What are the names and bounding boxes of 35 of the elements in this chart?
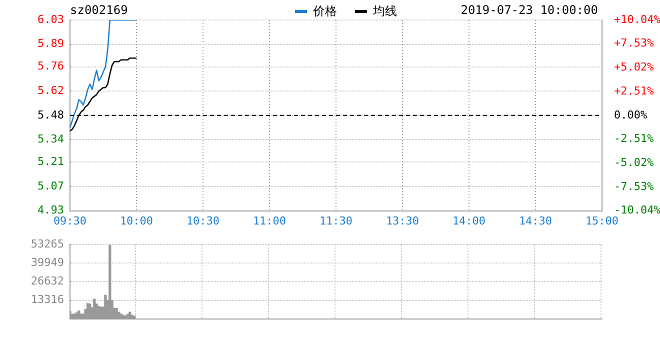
x-tick-label: 11:30 — [319, 214, 353, 228]
y2-tick-label: -7.53% — [614, 180, 654, 193]
y2-tick-label: -10.04% — [614, 204, 660, 217]
y2-tick-label: +2.51% — [614, 84, 654, 98]
x-tick-label: 10:00 — [120, 214, 154, 228]
y2-tick-label: +7.53% — [614, 36, 654, 50]
chart-title: sz002169 — [70, 3, 128, 17]
y-tick-label: 6.03 — [38, 12, 64, 26]
y2-tick-label: 0.00% — [614, 108, 648, 122]
y2-tick-label: -2.51% — [614, 132, 654, 146]
y-tick-label: 5.62 — [38, 84, 64, 97]
y-tick-label: 5.76 — [38, 60, 64, 73]
y2-tick-label: +5.02% — [614, 60, 654, 74]
x-tick-label: 13:30 — [386, 214, 420, 228]
y-tick-label: 26632 — [30, 274, 64, 288]
y-tick-label: 5.21 — [38, 155, 64, 168]
x-tick-label: 14:30 — [518, 214, 552, 228]
x-tick-label: 15:00 — [585, 214, 619, 228]
text: 2019-07-23 10:00:00 — [460, 3, 598, 17]
legend-label: 价格 — [312, 4, 337, 18]
y2-tick-label: -5.02% — [614, 156, 654, 169]
y-tick-label: 13316 — [30, 293, 64, 306]
y-tick-label: 5.89 — [38, 37, 64, 50]
legend-label: 均线 — [372, 4, 397, 18]
y-tick-label: 39949 — [30, 256, 64, 270]
x-tick-label: 11:00 — [252, 214, 286, 228]
x-tick-label: 09:30 — [53, 214, 87, 228]
y2-tick-label: +10.04% — [614, 12, 660, 26]
y-tick-label: 4.93 — [38, 204, 64, 217]
y-tick-label: 5.48 — [38, 108, 64, 122]
y-tick-label: 5.07 — [38, 179, 64, 192]
x-tick-label: 14:00 — [452, 214, 486, 228]
y-tick-label: 5.34 — [38, 132, 64, 146]
y-tick-label: 53265 — [30, 237, 64, 250]
x-tick-label: 10:30 — [186, 214, 220, 228]
